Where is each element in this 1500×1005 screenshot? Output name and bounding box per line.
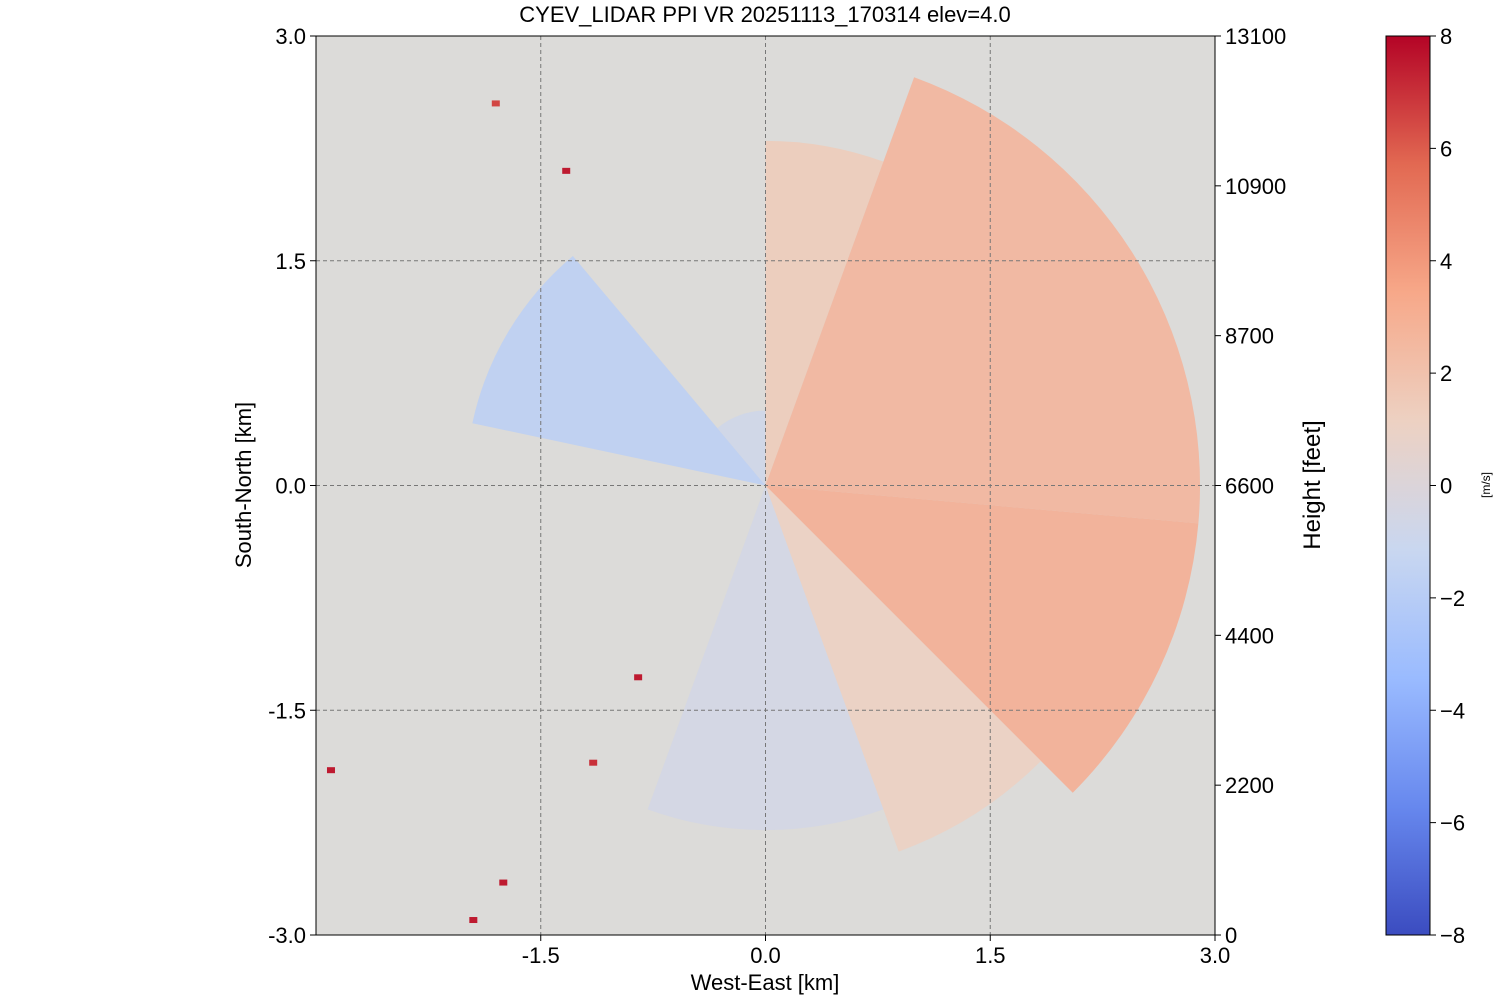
chart-title: CYEV_LIDAR PPI VR 20251113_170314 elev=4… [519, 2, 1010, 27]
y2-tick-label: 13100 [1225, 24, 1286, 49]
velocity-point [326, 767, 335, 774]
x-tick-label: 1.5 [975, 943, 1006, 968]
velocity-point [589, 759, 598, 766]
colorbar-tick-label: 0 [1440, 474, 1452, 499]
y-tick-label: -1.5 [268, 698, 306, 723]
colorbar-tick-label: −8 [1440, 923, 1465, 948]
y2-tick-label: 2200 [1225, 773, 1274, 798]
colorbar [1385, 35, 1431, 936]
x-axis-ticks: -1.5 0.0 1.5 3.0 [522, 935, 1231, 968]
colorbar-tick-label: −6 [1440, 811, 1465, 836]
x-tick-label: 3.0 [1200, 943, 1231, 968]
grid-lines [316, 36, 1215, 935]
velocity-sector [765, 485, 1199, 793]
velocity-sector [647, 485, 884, 831]
velocity-point [562, 167, 571, 174]
velocity-field [326, 77, 1201, 924]
colorbar-tick-label: 4 [1440, 249, 1452, 274]
velocity-point [469, 917, 478, 924]
secondary-y-axis-ticks: 0 2200 4400 6600 8700 10900 13100 [1215, 24, 1286, 948]
y-tick-label: 0.0 [275, 474, 306, 499]
colorbar-tick-label: 2 [1440, 361, 1452, 386]
y-tick-label: -3.0 [268, 923, 306, 948]
secondary-y-axis-label: Height [feet] [1299, 420, 1326, 549]
y2-tick-label: 8700 [1225, 324, 1274, 349]
colorbar-tick-label: −2 [1440, 586, 1465, 611]
y-tick-label: 1.5 [275, 249, 306, 274]
velocity-point [499, 879, 508, 886]
colorbar-tick-label: −4 [1440, 698, 1465, 723]
y-axis-ticks: -3.0 -1.5 0.0 1.5 3.0 [268, 24, 316, 948]
colorbar-tick-label: 8 [1440, 24, 1452, 49]
velocity-sector [472, 255, 766, 486]
x-tick-label: 0.0 [750, 943, 781, 968]
colorbar-ticks: −8 −6 −4 −2 0 2 4 6 8 [1430, 24, 1465, 948]
colorbar-label: [m/s] [1479, 472, 1493, 498]
velocity-sector [717, 410, 766, 486]
velocity-sector [765, 140, 884, 486]
y2-tick-label: 6600 [1225, 474, 1274, 499]
y-tick-label: 3.0 [275, 24, 306, 49]
velocity-point [491, 100, 500, 107]
velocity-sector [765, 485, 1041, 852]
x-tick-label: -1.5 [522, 943, 560, 968]
y2-tick-label: 4400 [1225, 623, 1274, 648]
x-axis-label: West-East [km] [691, 970, 840, 995]
velocity-point [634, 674, 643, 681]
y2-tick-label: 0 [1225, 923, 1237, 948]
colorbar-tick-label: 6 [1440, 136, 1452, 161]
velocity-sector [765, 77, 1201, 524]
y2-tick-label: 10900 [1225, 174, 1286, 199]
y-axis-label: South-North [km] [231, 402, 256, 568]
